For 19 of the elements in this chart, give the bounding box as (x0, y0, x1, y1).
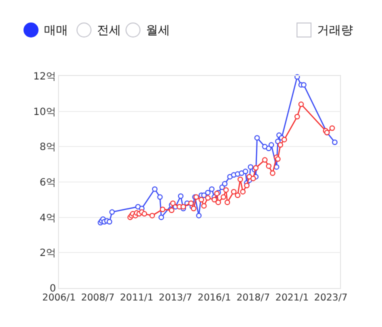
y-tick-label: 6억 (40, 178, 56, 188)
y-tick-label: 0 (50, 284, 56, 294)
text: 거래량 (317, 23, 353, 37)
text: 전세 (97, 23, 121, 37)
x-tick-label: 2006/1 (42, 292, 76, 304)
y-tick-label: 8억 (40, 142, 56, 154)
y-tick-label: 12억 (33, 72, 56, 82)
x-tick-label: 2018/7 (236, 292, 270, 304)
text: 월세 (146, 23, 170, 37)
x-tick-label: 2016/1 (198, 292, 232, 304)
x-tick-label: 2023/7 (314, 292, 348, 304)
y-tick-label: 10억 (33, 106, 56, 118)
x-tick-label: 2008/7 (81, 292, 115, 304)
y-tick-label: 4억 (40, 212, 56, 224)
x-tick-label: 2021/1 (275, 292, 309, 304)
x-tick-label: 2011/1 (120, 292, 154, 304)
y-tick-label: 2억 (40, 248, 56, 260)
x-tick-label: 2013/7 (158, 292, 192, 304)
text: 매매 (44, 23, 68, 37)
